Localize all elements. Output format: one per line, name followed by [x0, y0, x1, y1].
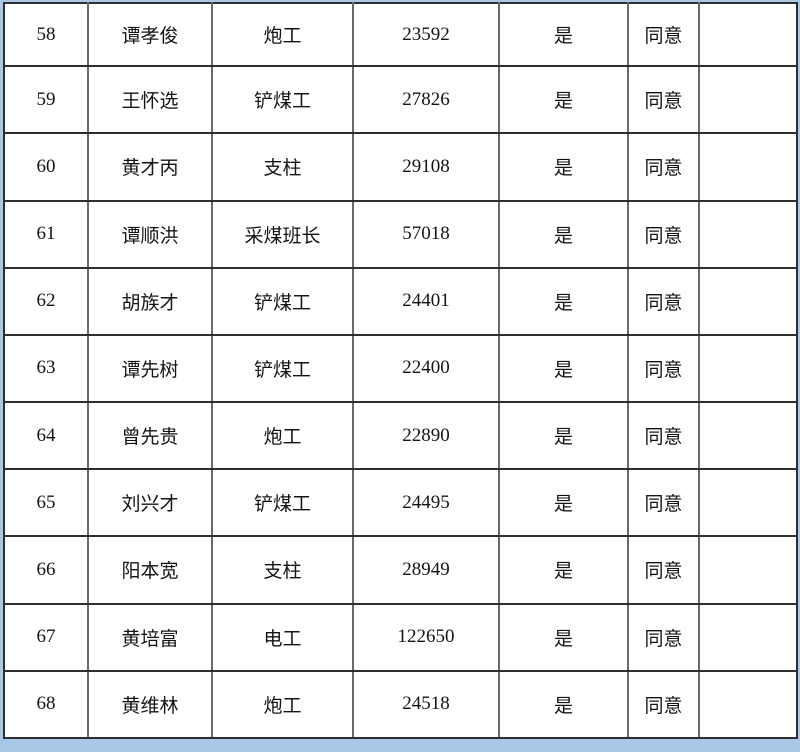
cell-name[interactable]: 谭先树 [87, 333, 213, 404]
cell-opinion[interactable]: 同意 [627, 535, 700, 605]
cell-remark[interactable] [698, 468, 798, 538]
cell-job[interactable]: 支柱 [211, 132, 354, 202]
cell-code[interactable]: 22890 [352, 401, 500, 471]
cell-remark[interactable] [698, 535, 798, 605]
cell-remark[interactable] [698, 669, 798, 740]
cell-job[interactable]: 支柱 [211, 535, 354, 605]
cell-confirm[interactable]: 是 [498, 535, 629, 605]
cell-number[interactable]: 65 [3, 468, 89, 538]
cell-remark[interactable] [698, 266, 798, 336]
cell-job[interactable]: 铲煤工 [211, 468, 354, 538]
table-row: 59 王怀选 铲煤工 27826 是 同意 [3, 65, 798, 135]
cell-job[interactable]: 炮工 [211, 401, 354, 471]
cell-name[interactable]: 胡族才 [87, 266, 213, 336]
cell-name[interactable]: 谭顺洪 [87, 199, 213, 269]
cell-remark[interactable] [698, 602, 798, 672]
cell-confirm[interactable]: 是 [498, 266, 629, 336]
cell-opinion[interactable]: 同意 [627, 468, 700, 538]
cell-remark[interactable] [698, 333, 798, 404]
cell-number[interactable]: 61 [3, 199, 89, 269]
table-row: 67 黄培富 电工 122650 是 同意 [3, 602, 798, 672]
cell-number[interactable]: 67 [3, 602, 89, 672]
cell-confirm[interactable]: 是 [498, 132, 629, 202]
cell-number[interactable]: 66 [3, 535, 89, 605]
cell-opinion[interactable]: 同意 [627, 401, 700, 471]
cell-code[interactable]: 23592 [352, 1, 500, 68]
cell-opinion[interactable]: 同意 [627, 602, 700, 672]
cell-name[interactable]: 谭孝俊 [87, 1, 213, 68]
cell-confirm[interactable]: 是 [498, 602, 629, 672]
cell-code[interactable]: 24518 [352, 669, 500, 740]
cell-number[interactable]: 63 [3, 333, 89, 404]
cell-job[interactable]: 炮工 [211, 1, 354, 68]
cell-name[interactable]: 黄才丙 [87, 132, 213, 202]
cell-code[interactable]: 57018 [352, 199, 500, 269]
table-row: 65 刘兴才 铲煤工 24495 是 同意 [3, 468, 798, 538]
cell-confirm[interactable]: 是 [498, 401, 629, 471]
cell-remark[interactable] [698, 132, 798, 202]
cell-code[interactable]: 24401 [352, 266, 500, 336]
cell-remark[interactable] [698, 65, 798, 135]
table-row: 64 曾先贵 炮工 22890 是 同意 [3, 401, 798, 471]
cell-opinion[interactable]: 同意 [627, 1, 700, 68]
cell-job[interactable]: 铲煤工 [211, 333, 354, 404]
table-row: 68 黄维林 炮工 24518 是 同意 [3, 669, 798, 740]
cell-code[interactable]: 122650 [352, 602, 500, 672]
cell-opinion[interactable]: 同意 [627, 199, 700, 269]
cell-remark[interactable] [698, 1, 798, 68]
cell-name[interactable]: 阳本宽 [87, 535, 213, 605]
cell-number[interactable]: 58 [3, 1, 89, 68]
cell-confirm[interactable]: 是 [498, 333, 629, 404]
cell-code[interactable]: 28949 [352, 535, 500, 605]
cell-number[interactable]: 59 [3, 65, 89, 135]
cell-code[interactable]: 22400 [352, 333, 500, 404]
cell-confirm[interactable]: 是 [498, 65, 629, 135]
table-row: 63 谭先树 铲煤工 22400 是 同意 [3, 333, 798, 404]
cell-confirm[interactable]: 是 [498, 468, 629, 538]
cell-job[interactable]: 电工 [211, 602, 354, 672]
cell-opinion[interactable]: 同意 [627, 132, 700, 202]
cell-name[interactable]: 王怀选 [87, 65, 213, 135]
cell-remark[interactable] [698, 401, 798, 471]
cell-name[interactable]: 刘兴才 [87, 468, 213, 538]
cell-opinion[interactable]: 同意 [627, 669, 700, 740]
cell-number[interactable]: 60 [3, 132, 89, 202]
cell-number[interactable]: 68 [3, 669, 89, 740]
cell-name[interactable]: 黄维林 [87, 669, 213, 740]
cell-code[interactable]: 29108 [352, 132, 500, 202]
cell-code[interactable]: 27826 [352, 65, 500, 135]
cell-job[interactable]: 铲煤工 [211, 266, 354, 336]
cell-opinion[interactable]: 同意 [627, 65, 700, 135]
cell-job[interactable]: 炮工 [211, 669, 354, 740]
cell-number[interactable]: 64 [3, 401, 89, 471]
table-row: 62 胡族才 铲煤工 24401 是 同意 [3, 266, 798, 336]
cell-opinion[interactable]: 同意 [627, 266, 700, 336]
table-row: 60 黄才丙 支柱 29108 是 同意 [3, 132, 798, 202]
cell-job[interactable]: 采煤班长 [211, 199, 354, 269]
cell-name[interactable]: 曾先贵 [87, 401, 213, 471]
cell-number[interactable]: 62 [3, 266, 89, 336]
cell-confirm[interactable]: 是 [498, 669, 629, 740]
table-row: 61 谭顺洪 采煤班长 57018 是 同意 [3, 199, 798, 269]
cell-code[interactable]: 24495 [352, 468, 500, 538]
cell-confirm[interactable]: 是 [498, 199, 629, 269]
table-row: 66 阳本宽 支柱 28949 是 同意 [3, 535, 798, 605]
cell-job[interactable]: 铲煤工 [211, 65, 354, 135]
cell-opinion[interactable]: 同意 [627, 333, 700, 404]
roster-table: 58 谭孝俊 炮工 23592 是 同意 59 王怀选 铲煤工 27826 是 … [3, 1, 798, 740]
cell-name[interactable]: 黄培富 [87, 602, 213, 672]
cell-confirm[interactable]: 是 [498, 1, 629, 68]
table-row: 58 谭孝俊 炮工 23592 是 同意 [3, 1, 798, 68]
cell-remark[interactable] [698, 199, 798, 269]
